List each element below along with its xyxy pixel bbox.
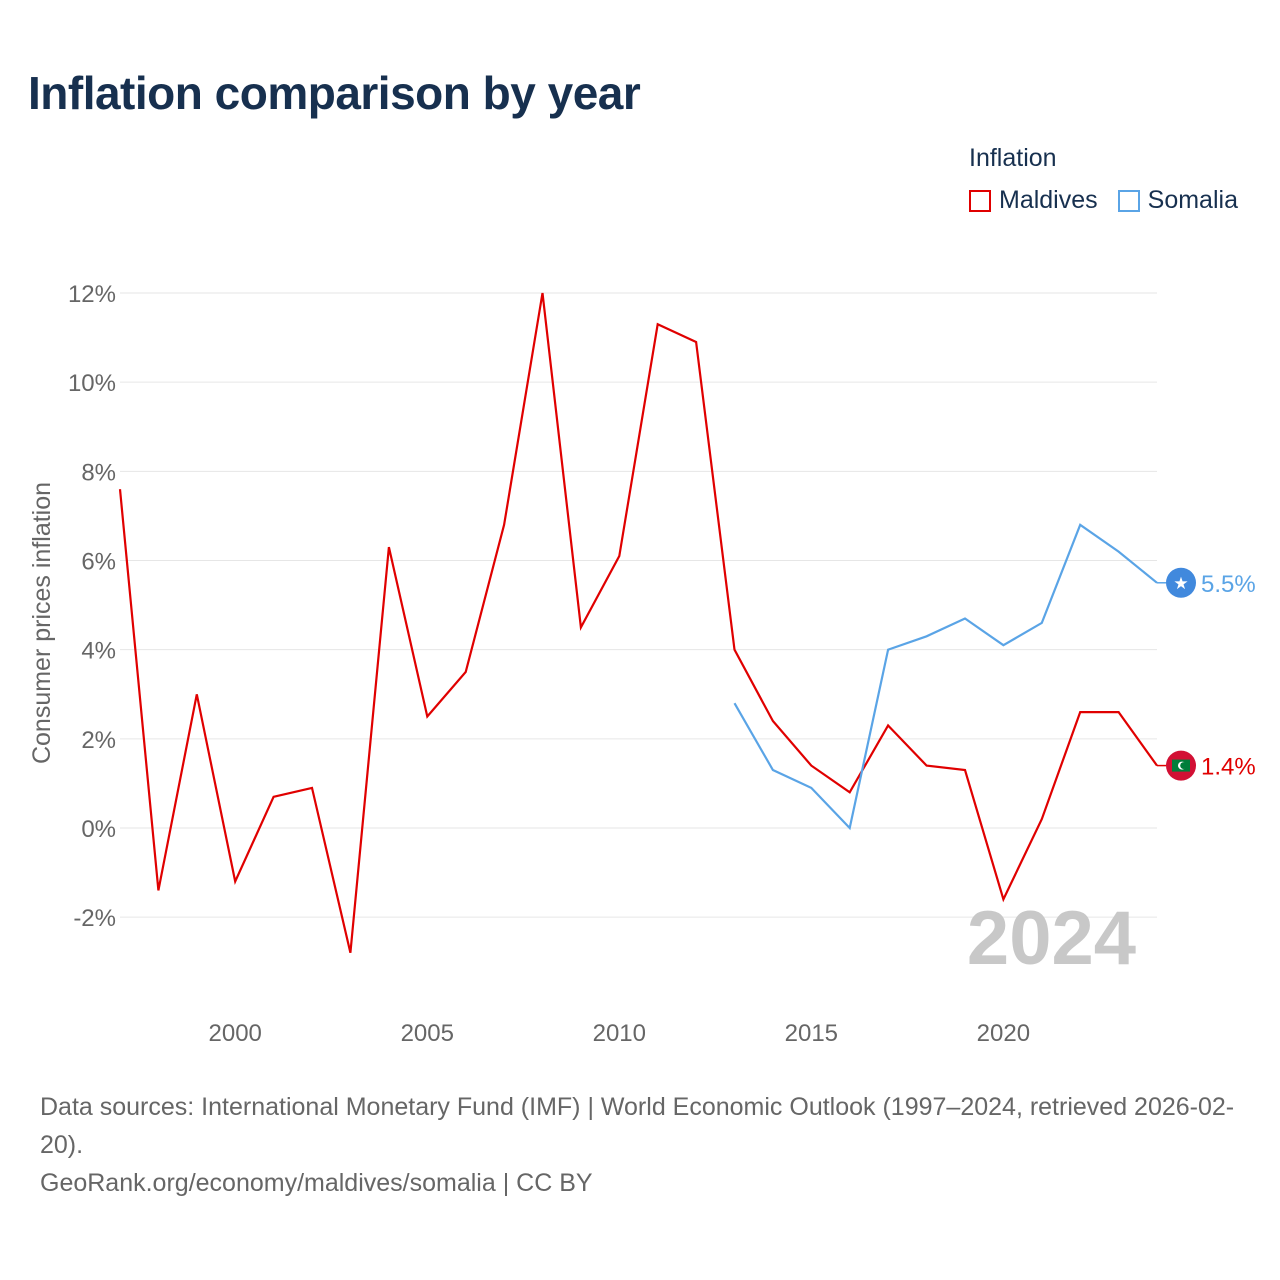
- svg-text:★: ★: [1173, 574, 1188, 594]
- y-tick-label: 2%: [81, 727, 116, 754]
- y-tick-label: -2%: [73, 905, 116, 932]
- legend-item-somalia[interactable]: Somalia: [1117, 186, 1238, 215]
- end-markers: 1.4% ★ 5.5%: [1157, 567, 1256, 781]
- y-axis-ticks: 12% 10% 8% 6% 4% 2% 0% -2%: [68, 281, 116, 932]
- x-axis-ticks: 2000 2005 2010 2015 2020: [209, 1020, 1031, 1047]
- x-tick-label: 2000: [209, 1020, 262, 1047]
- y-tick-label: 8%: [81, 459, 116, 486]
- y-axis-label: Consumer prices inflation: [28, 482, 56, 764]
- y-tick-label: 6%: [81, 549, 116, 576]
- x-tick-label: 2010: [593, 1020, 646, 1047]
- x-tick-label: 2005: [401, 1020, 454, 1047]
- credit-link[interactable]: GeoRank.org/economy/maldives/somalia | C…: [40, 1169, 593, 1197]
- somalia-flag-icon: ★: [1166, 567, 1196, 598]
- legend-label-maldives: Maldives: [999, 186, 1098, 214]
- series-line-maldives[interactable]: [118, 292, 1158, 954]
- data-source-note: Data sources: International Monetary Fun…: [40, 1093, 1235, 1159]
- year-watermark: 2024: [967, 896, 1136, 981]
- legend-label-somalia: Somalia: [1147, 186, 1238, 214]
- end-value-label-maldives: 1.4%: [1201, 754, 1256, 781]
- gridlines: [120, 292, 1157, 918]
- x-tick-label: 2015: [785, 1020, 838, 1047]
- end-value-label-somalia: 5.5%: [1201, 571, 1256, 598]
- legend-swatch-somalia: [1117, 189, 1140, 212]
- y-tick-label: 12%: [68, 281, 116, 308]
- legend-item-maldives[interactable]: Maldives: [969, 186, 1098, 215]
- footer: Data sources: International Monetary Fun…: [40, 1088, 1250, 1202]
- line-chart: 12% 10% 8% 6% 4% 2% 0% -2% 2000 2005 2010 2015 2020…: [28, 281, 1256, 1047]
- x-tick-label: 2020: [977, 1020, 1030, 1047]
- legend: Maldives Somalia: [969, 186, 1258, 215]
- y-tick-label: 10%: [68, 370, 116, 397]
- chart-title: Inflation comparison by year: [28, 67, 641, 119]
- series-line-somalia[interactable]: [733, 523, 1158, 831]
- maldives-flag-icon: [1166, 750, 1196, 781]
- legend-swatch-maldives: [969, 189, 991, 212]
- y-tick-label: 0%: [81, 816, 116, 843]
- legend-title: Inflation: [969, 144, 1057, 172]
- series-group: [118, 292, 1158, 954]
- y-tick-label: 4%: [81, 638, 116, 665]
